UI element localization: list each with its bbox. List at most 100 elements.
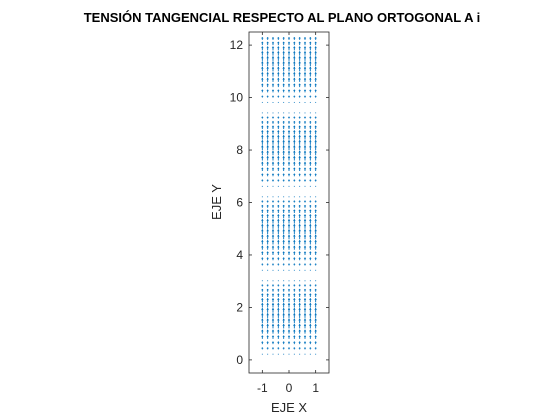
quiver-arrow-head xyxy=(271,89,275,92)
quiver-arrow-head xyxy=(303,218,307,222)
quiver-arrow-head xyxy=(271,41,275,44)
quiver-arrow-head xyxy=(277,251,280,254)
quiver-arrow-head xyxy=(282,134,285,138)
y-axis-label: EJE Y xyxy=(209,184,224,220)
quiver-arrow-head xyxy=(303,144,307,148)
quiver-arrow-head xyxy=(314,245,317,248)
quiver-arrow-head xyxy=(287,213,291,217)
quiver-arrow-head xyxy=(271,293,275,296)
quiver-arrow-head xyxy=(309,213,312,217)
quiver-arrow-head xyxy=(271,288,275,291)
quiver-arrow-head xyxy=(266,312,269,316)
x-tick-label: -1 xyxy=(257,381,268,395)
quiver-arrow-head xyxy=(277,213,280,217)
quiver-arrow-head xyxy=(287,307,291,311)
quiver-arrow-head xyxy=(282,130,285,133)
quiver-arrow-head xyxy=(314,288,317,291)
quiver-arrow-head xyxy=(271,323,275,327)
quiver-arrow-head xyxy=(266,245,269,248)
quiver-arrow-head xyxy=(298,213,301,217)
quiver-arrow-head xyxy=(293,223,296,227)
quiver-arrow-head xyxy=(293,263,296,265)
quiver-arrow-head xyxy=(287,144,291,148)
quiver-arrow-head xyxy=(266,284,269,286)
quiver-arrow-head xyxy=(261,55,264,59)
quiver-arrow-head xyxy=(303,288,307,291)
quiver-arrow-head xyxy=(298,341,301,343)
quiver-arrow-head xyxy=(287,125,291,128)
quiver-arrow-head xyxy=(277,312,280,316)
quiver-arrow-head xyxy=(282,297,285,301)
quiver-arrow-head xyxy=(287,71,291,75)
quiver-arrow-head xyxy=(309,223,312,227)
quiver-arrow-head xyxy=(261,288,264,291)
quiver-arrow-head xyxy=(298,139,301,143)
quiver-arrow-head xyxy=(287,130,291,133)
quiver-arrow-head xyxy=(271,213,275,217)
quiver-arrow-head xyxy=(282,116,285,118)
quiver-arrow-head xyxy=(261,179,264,181)
quiver-arrow-head xyxy=(266,116,269,118)
quiver-arrow-head xyxy=(314,179,317,181)
quiver-arrow-head xyxy=(271,46,275,49)
quiver-arrow-head xyxy=(261,200,264,202)
quiver-arrow-head xyxy=(277,288,280,291)
quiver-arrow-head xyxy=(309,41,312,44)
quiver-arrow-head xyxy=(282,312,285,316)
quiver-arrow-head xyxy=(261,302,264,306)
quiver-arrow-head xyxy=(271,209,275,212)
quiver-arrow-head xyxy=(303,55,307,59)
quiver-arrow-head xyxy=(287,200,291,202)
quiver-arrow-head xyxy=(282,323,285,327)
quiver-arrow-head xyxy=(287,134,291,138)
quiver-arrow-head xyxy=(298,200,301,202)
quiver-arrow-head xyxy=(314,213,317,217)
quiver-arrow-head xyxy=(277,144,280,148)
quiver-arrow-head xyxy=(261,293,264,296)
quiver-arrow-head xyxy=(309,36,312,39)
quiver-arrow-head xyxy=(261,50,264,54)
quiver-arrow-head xyxy=(282,284,285,286)
quiver-arrow-head xyxy=(266,323,269,327)
quiver-arrow-head xyxy=(261,307,264,311)
quiver-arrow-head xyxy=(282,307,285,311)
quiver-arrow-head xyxy=(261,335,264,338)
quiver-arrow-head xyxy=(293,120,296,123)
quiver-arrow-head xyxy=(293,46,296,49)
quiver-arrow-head xyxy=(266,46,269,49)
quiver-arrow-head xyxy=(303,228,307,232)
quiver-arrow-head xyxy=(303,60,307,64)
quiver-arrow-head xyxy=(293,204,296,207)
quiver-arrow-head xyxy=(298,95,301,97)
quiver-arrow-head xyxy=(277,335,280,338)
quiver-arrow-head xyxy=(293,347,296,349)
quiver-arrow-head xyxy=(277,234,280,237)
quiver-arrow-head xyxy=(298,173,301,175)
quiver-arrow-head xyxy=(282,329,285,332)
quiver-arrow-head xyxy=(261,341,264,343)
y-tick-label: 4 xyxy=(236,248,243,262)
quiver-arrow-head xyxy=(314,218,317,222)
quiver-arrow-head xyxy=(293,228,296,232)
quiver-arrow-head xyxy=(314,312,317,316)
quiver-arrow-head xyxy=(287,173,291,175)
quiver-arrow-head xyxy=(303,116,307,118)
quiver-arrow-head xyxy=(261,204,264,207)
quiver-arrow-head xyxy=(277,150,280,153)
y-tick-label: 12 xyxy=(230,38,244,52)
quiver-arrow-head xyxy=(287,234,291,237)
quiver-arrow-head xyxy=(298,234,301,237)
quiver-arrow-head xyxy=(266,329,269,332)
quiver-arrow-head xyxy=(277,139,280,143)
x-tick-label: 0 xyxy=(286,381,293,395)
quiver-arrow-head xyxy=(298,218,301,222)
quiver-arrow-head xyxy=(287,312,291,316)
quiver-arrow-head xyxy=(266,95,269,97)
quiver-arrow-head xyxy=(277,71,280,75)
quiver-arrow-head xyxy=(298,312,301,316)
quiver-arrow-head xyxy=(298,116,301,118)
quiver-arrow-head xyxy=(271,239,275,243)
quiver-arrow-head xyxy=(309,329,312,332)
quiver-arrow-head xyxy=(287,60,291,64)
quiver-arrow-head xyxy=(261,139,264,143)
